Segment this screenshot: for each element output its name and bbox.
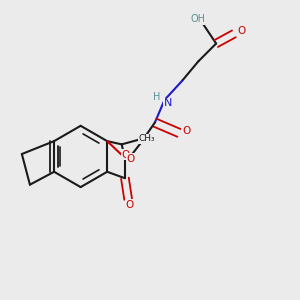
Text: O: O (238, 26, 246, 36)
Text: O: O (122, 149, 130, 160)
Text: O: O (126, 200, 134, 210)
Text: H: H (153, 92, 160, 102)
Text: OH: OH (191, 14, 206, 24)
Text: N: N (164, 98, 172, 108)
Text: O: O (182, 126, 190, 136)
Text: O: O (127, 154, 135, 164)
Text: CH₃: CH₃ (138, 134, 155, 143)
